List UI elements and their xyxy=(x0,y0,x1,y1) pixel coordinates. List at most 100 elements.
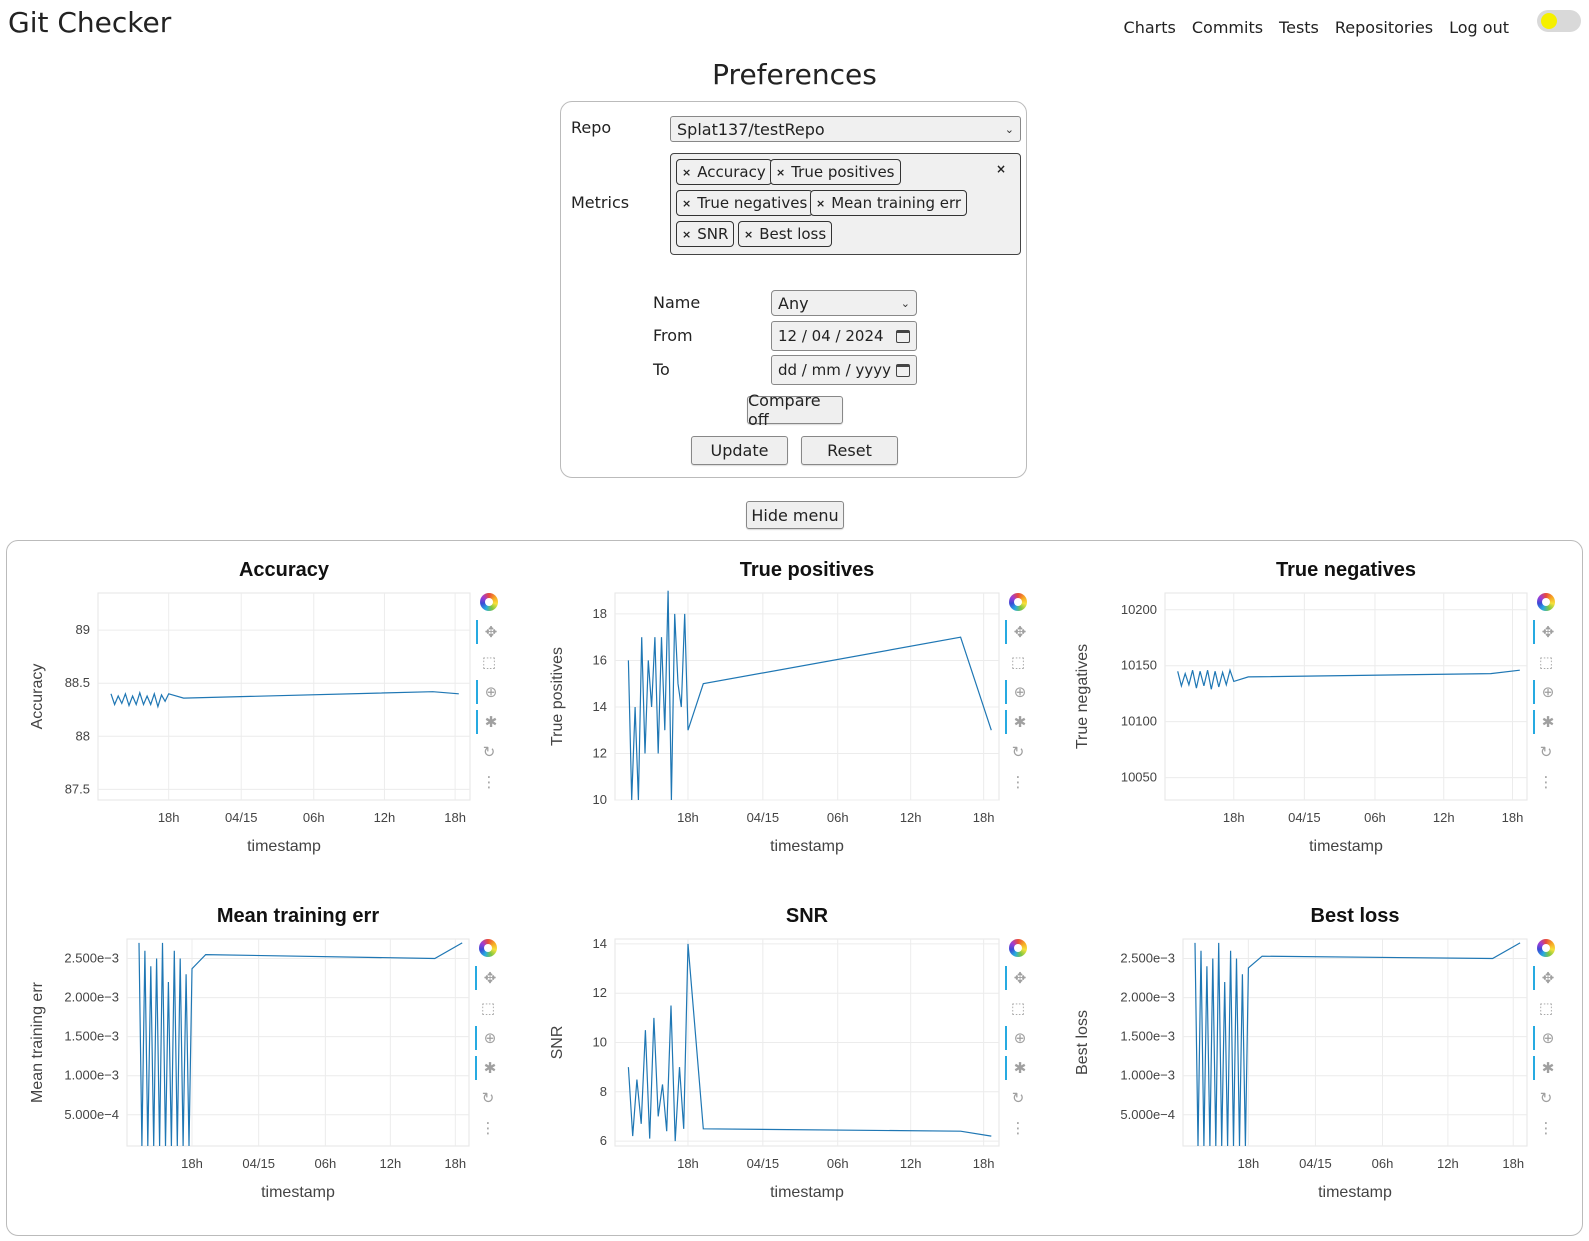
y-tick-label: 2.500e−3 xyxy=(64,951,119,966)
bokeh-logo-icon[interactable] xyxy=(1005,936,1031,960)
box-zoom-icon[interactable]: ⬚ xyxy=(480,999,496,1017)
wheel-zoom-icon[interactable]: ⊕ xyxy=(1005,680,1033,704)
bokeh-logo-icon[interactable] xyxy=(476,590,502,614)
y-tick-label: 12 xyxy=(593,745,607,760)
x-tick-label: 18h xyxy=(444,810,466,825)
reset-icon[interactable]: ↻ xyxy=(1011,1089,1025,1107)
box-zoom-icon[interactable]: ⬚ xyxy=(1538,999,1554,1017)
chart-true-negatives[interactable]: True negatives 10050 10100 10150 10200 18h 04/… xyxy=(1070,559,1555,860)
chart-svg[interactable]: SNR 6 8 10 12 14 18h 04/15 06h 12h 18h timestamp SNR xyxy=(545,905,1020,1206)
repo-select[interactable]: Splat137/testRepo ⌄ xyxy=(670,116,1021,142)
chart-snr[interactable]: SNR 6 8 10 12 14 18h 04/15 06h 12h 18h timestamp SNR… xyxy=(545,905,1027,1206)
chart-mean-training-err[interactable]: Mean training err 5.000e−4 1.000e−3 1.500e−… xyxy=(25,905,503,1206)
nav-repositories[interactable]: Repositories xyxy=(1334,18,1434,37)
y-tick-label: 10200 xyxy=(1121,602,1157,617)
bokeh-logo-icon[interactable] xyxy=(1533,590,1559,614)
chart-title: True negatives xyxy=(1276,560,1416,581)
pan-icon[interactable]: ✥ xyxy=(1533,966,1561,990)
x-tick-label: 04/15 xyxy=(1299,1156,1332,1171)
chart-svg[interactable]: True positives 10 12 14 16 18 18h 04/15 06h 12h 18… xyxy=(545,559,1020,860)
nav-log-out[interactable]: Log out xyxy=(1449,18,1509,37)
x-tick-label: 12h xyxy=(1437,1156,1459,1171)
remove-tag-icon[interactable]: × xyxy=(682,196,692,210)
bokeh-logo-icon[interactable] xyxy=(1005,590,1031,614)
plot-frame xyxy=(614,592,1000,801)
nav-commits[interactable]: Commits xyxy=(1191,18,1264,37)
nav-charts[interactable]: Charts xyxy=(1123,18,1176,37)
more-icon[interactable]: ⋮ xyxy=(480,1119,496,1137)
chart-svg[interactable]: Best loss 5.000e−4 1.000e−3 1.500e−3 2.000e−… xyxy=(1070,905,1545,1206)
metric-tag-snr: × SNR xyxy=(676,221,735,247)
chart-true-positives[interactable]: True positives 10 12 14 16 18 18h 04/15 06h 12h 18… xyxy=(545,559,1027,860)
reset-icon[interactable]: ↻ xyxy=(481,1089,495,1107)
reset-icon[interactable]: ↻ xyxy=(482,743,496,761)
remove-tag-icon[interactable]: × xyxy=(682,165,692,179)
box-zoom-icon[interactable]: ⬚ xyxy=(1010,999,1026,1017)
reset-icon[interactable]: ↻ xyxy=(1539,1089,1553,1107)
box-zoom-icon[interactable]: ⬚ xyxy=(1538,653,1554,671)
pan-icon[interactable]: ✥ xyxy=(475,966,503,990)
hover-icon[interactable]: ✱ xyxy=(1005,710,1033,734)
reset-icon[interactable]: ↻ xyxy=(1539,743,1553,761)
to-date-input[interactable]: dd / mm / yyyy xyxy=(771,355,917,385)
nav-tests[interactable]: Tests xyxy=(1279,18,1319,37)
more-icon[interactable]: ⋮ xyxy=(481,773,497,791)
chart-svg[interactable]: Mean training err 5.000e−4 1.000e−3 1.500e−… xyxy=(25,905,500,1206)
y-tick-label: 5.000e−4 xyxy=(64,1107,119,1122)
chart-best-loss[interactable]: Best loss 5.000e−4 1.000e−3 1.500e−3 2.000e−… xyxy=(1070,905,1555,1206)
remove-tag-icon[interactable]: × xyxy=(682,227,692,241)
hover-icon[interactable]: ✱ xyxy=(475,1056,503,1080)
box-zoom-icon[interactable]: ⬚ xyxy=(481,653,497,671)
hide-menu-button[interactable]: Hide menu xyxy=(746,501,844,529)
y-tick-label: 10 xyxy=(593,1035,607,1050)
pan-icon[interactable]: ✥ xyxy=(1533,620,1561,644)
remove-tag-icon[interactable]: × xyxy=(744,227,754,241)
to-label: To xyxy=(653,360,670,379)
x-axis-label: timestamp xyxy=(1318,1184,1392,1201)
series-line xyxy=(138,942,463,1147)
wheel-zoom-icon[interactable]: ⊕ xyxy=(1533,1026,1561,1050)
name-select[interactable]: Any ⌄ xyxy=(771,290,917,316)
more-icon[interactable]: ⋮ xyxy=(1010,773,1026,791)
remove-tag-icon[interactable]: × xyxy=(776,165,786,179)
compare-toggle-button[interactable]: Compare off xyxy=(747,391,843,429)
hover-icon[interactable]: ✱ xyxy=(1533,1056,1561,1080)
wheel-zoom-icon[interactable]: ⊕ xyxy=(1005,1026,1033,1050)
plot-frame xyxy=(97,592,471,801)
charts-panel xyxy=(6,540,1583,1236)
chart-svg[interactable]: Accuracy 87.5 88 88.5 89 18h 04/15 06h 12h 18h tim… xyxy=(25,559,500,860)
chart-accuracy[interactable]: Accuracy 87.5 88 88.5 89 18h 04/15 06h 12h 18h tim… xyxy=(25,559,502,860)
x-tick-label: 06h xyxy=(1372,1156,1394,1171)
hover-icon[interactable]: ✱ xyxy=(1533,710,1561,734)
wheel-zoom-icon[interactable]: ⊕ xyxy=(1533,680,1561,704)
pan-icon[interactable]: ✥ xyxy=(1005,966,1033,990)
bokeh-logo-icon[interactable] xyxy=(1533,936,1559,960)
more-icon[interactable]: ⋮ xyxy=(1538,773,1554,791)
more-icon[interactable]: ⋮ xyxy=(1010,1119,1026,1137)
pan-icon[interactable]: ✥ xyxy=(1005,620,1033,644)
bokeh-logo-icon[interactable] xyxy=(475,936,501,960)
hover-icon[interactable]: ✱ xyxy=(1005,1056,1033,1080)
remove-tag-icon[interactable]: × xyxy=(816,196,826,210)
update-button[interactable]: Update xyxy=(691,436,788,465)
pan-icon[interactable]: ✥ xyxy=(476,620,504,644)
wheel-zoom-icon[interactable]: ⊕ xyxy=(476,680,504,704)
theme-toggle[interactable] xyxy=(1537,10,1581,32)
top-nav: Charts Commits Tests Repositories Log ou… xyxy=(1124,18,1509,37)
calendar-icon[interactable] xyxy=(896,363,910,377)
reset-button[interactable]: Reset xyxy=(801,436,898,465)
x-tick-label: 18h xyxy=(1502,1156,1524,1171)
clear-all-icon[interactable]: × xyxy=(995,162,1006,176)
wheel-zoom-icon[interactable]: ⊕ xyxy=(475,1026,503,1050)
calendar-icon[interactable] xyxy=(896,329,910,343)
box-zoom-icon[interactable]: ⬚ xyxy=(1010,653,1026,671)
metrics-multiselect[interactable]: × Accuracy × True positives × True negative… xyxy=(670,153,1021,255)
y-tick-label: 8 xyxy=(600,1084,607,1099)
reset-icon[interactable]: ↻ xyxy=(1011,743,1025,761)
metric-tag-accuracy: × Accuracy xyxy=(676,159,772,185)
chart-svg[interactable]: True negatives 10050 10100 10150 10200 18h 04/… xyxy=(1070,559,1545,860)
x-tick-label: 04/15 xyxy=(225,810,258,825)
more-icon[interactable]: ⋮ xyxy=(1538,1119,1554,1137)
from-date-input[interactable]: 12 / 04 / 2024 xyxy=(771,321,917,351)
hover-icon[interactable]: ✱ xyxy=(476,710,504,734)
